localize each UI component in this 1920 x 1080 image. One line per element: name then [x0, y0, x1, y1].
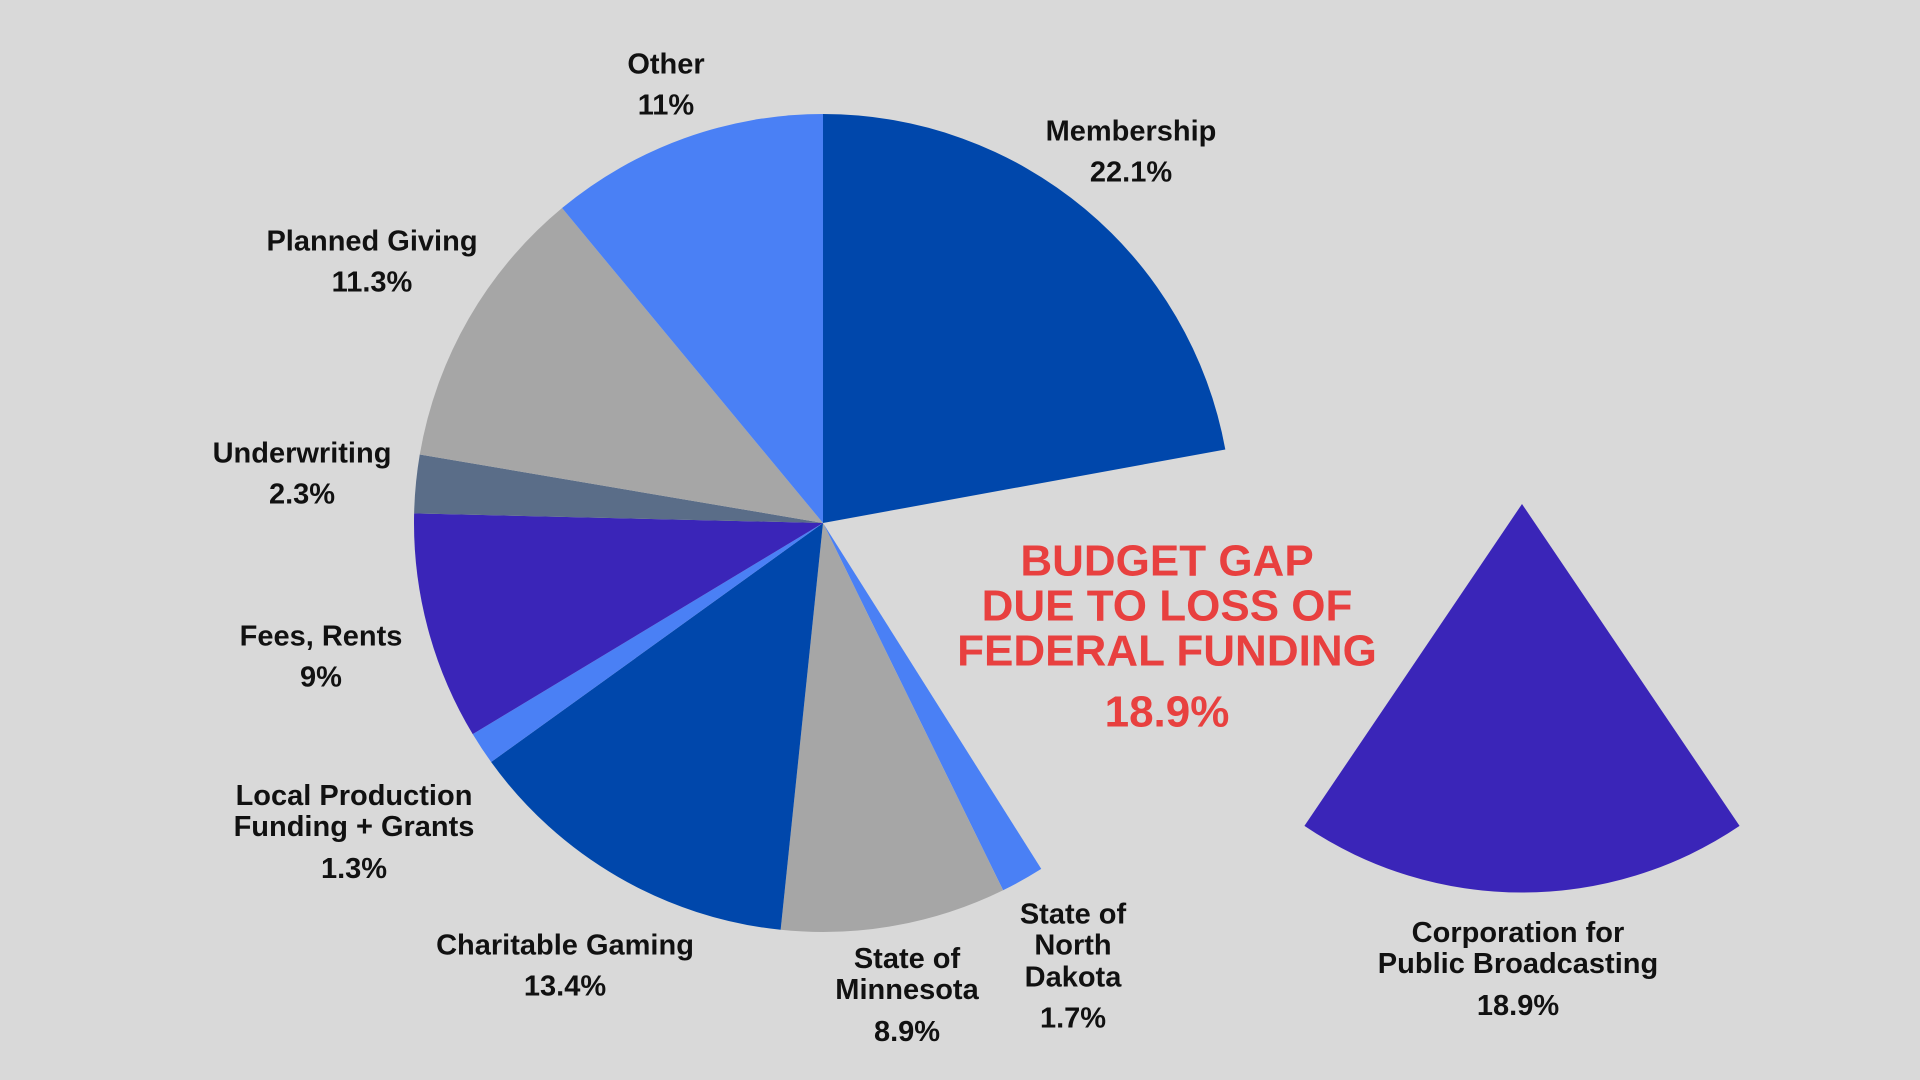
pie-slice [1304, 504, 1740, 893]
slice-value-label: 2.3% [268, 479, 336, 511]
slice-label: Fees, Rents 9% [239, 620, 403, 695]
slice-label: Corporation for Public Broadcasting 18.9% [1377, 917, 1659, 1022]
pie-slice [414, 454, 823, 523]
slice-value-label: 9% [300, 662, 342, 694]
pie-slice [823, 114, 1226, 523]
annotation-value: 18.9% [1104, 686, 1230, 736]
annotation-text: BUDGET GAP DUE TO LOSS OF FEDERAL FUNDIN… [957, 536, 1377, 675]
slice-label: State of North Dakota 1.7% [1020, 899, 1126, 1034]
slice-label: Other 11% [627, 48, 705, 123]
slice-label: Underwriting 2.3% [212, 437, 392, 512]
slice-name: Charitable Gaming [436, 929, 694, 962]
slice-label: Charitable Gaming 13.4% [436, 929, 694, 1004]
slice-value-label: 8.9% [873, 1015, 941, 1048]
pie-slice [562, 114, 823, 523]
pie-slice [419, 208, 823, 523]
slice-label: State of Minnesota 8.9% [835, 943, 979, 1048]
slice-value-label: 11.3% [331, 267, 413, 299]
slice-name: Corporation for Public Broadcasting [1377, 917, 1659, 981]
pie-slice [823, 523, 1042, 891]
slice-value-label: 18.9% [1476, 989, 1560, 1022]
pie-slice [413, 513, 823, 735]
pie-slice [472, 523, 823, 763]
slice-value-label: 13.4% [523, 971, 607, 1003]
slice-name: Other [627, 48, 705, 81]
slice-name: Planned Giving [266, 225, 478, 258]
slice-name: Underwriting [212, 437, 392, 470]
slice-name: Fees, Rents [239, 620, 403, 653]
slice-name: State of Minnesota [835, 943, 979, 1007]
slice-label: Membership 22.1% [1045, 115, 1217, 190]
slice-value-label: 1.3% [320, 852, 388, 885]
annotation: BUDGET GAP DUE TO LOSS OF FEDERAL FUNDIN… [957, 536, 1377, 736]
slice-label: Local Production Funding + Grants 1.3% [233, 780, 475, 885]
pie-slice [491, 523, 823, 930]
slice-name: Local Production Funding + Grants [233, 780, 475, 844]
slice-value-label: 1.7% [1039, 1002, 1107, 1035]
slice-name: State of North Dakota [1019, 898, 1127, 993]
slice-value-label: 22.1% [1089, 157, 1173, 189]
slice-value-label: 11% [637, 90, 695, 122]
slice-name: Membership [1045, 115, 1217, 148]
pie-slice [780, 523, 1004, 932]
slice-label: Planned Giving 11.3% [266, 225, 478, 300]
